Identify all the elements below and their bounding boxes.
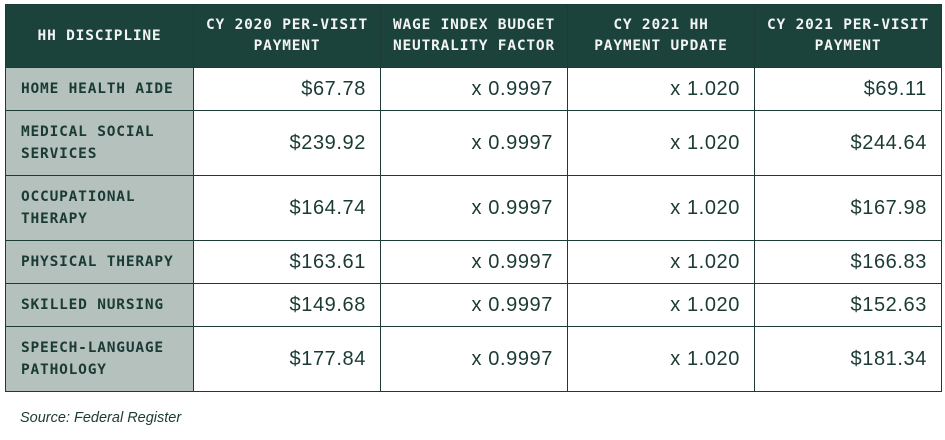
cy2020-payment-cell: $164.74 — [193, 175, 381, 241]
cy2021-payment-cell: $152.63 — [754, 283, 942, 327]
wage-index-factor-cell: x 0.9997 — [380, 175, 568, 241]
payment-update-cell: x 1.020 — [567, 67, 755, 111]
cy2021-payment-cell: $69.11 — [754, 67, 942, 111]
table-row: PHYSICAL THERAPY $163.61 x 0.9997 x 1.02… — [5, 240, 942, 284]
payment-update-cell: x 1.020 — [567, 326, 755, 392]
cy2020-payment-cell: $67.78 — [193, 67, 381, 111]
table-row: HOME HEALTH AIDE $67.78 x 0.9997 x 1.020… — [5, 67, 942, 111]
header-cy2021-payment-update: CY 2021 HH PAYMENT UPDATE — [567, 4, 755, 68]
table-row: MEDICAL SOCIAL SERVICES $239.92 x 0.9997… — [5, 110, 942, 176]
cy2021-payment-cell: $181.34 — [754, 326, 942, 392]
table-row: OCCUPATIONAL THERAPY $164.74 x 0.9997 x … — [5, 175, 942, 241]
payment-update-cell: x 1.020 — [567, 110, 755, 176]
wage-index-factor-cell: x 0.9997 — [380, 326, 568, 392]
header-wage-index-factor: WAGE INDEX BUDGET NEUTRALITY FACTOR — [380, 4, 568, 68]
cy2020-payment-cell: $177.84 — [193, 326, 381, 392]
header-hh-discipline: HH DISCIPLINE — [5, 4, 194, 68]
source-note: Source: Federal Register — [20, 410, 182, 426]
discipline-cell: MEDICAL SOCIAL SERVICES — [5, 110, 194, 176]
table-row: SKILLED NURSING $149.68 x 0.9997 x 1.020… — [5, 283, 942, 327]
discipline-cell: SKILLED NURSING — [5, 283, 194, 327]
cy2020-payment-cell: $163.61 — [193, 240, 381, 284]
wage-index-factor-cell: x 0.9997 — [380, 67, 568, 111]
payment-update-cell: x 1.020 — [567, 283, 755, 327]
cy2021-payment-cell: $244.64 — [754, 110, 942, 176]
discipline-cell: SPEECH-LANGUAGE PATHOLOGY — [5, 326, 194, 392]
cy2020-payment-cell: $239.92 — [193, 110, 381, 176]
discipline-cell: PHYSICAL THERAPY — [5, 240, 194, 284]
header-cy2021-per-visit-payment: CY 2021 PER-VISIT PAYMENT — [754, 4, 942, 68]
wage-index-factor-cell: x 0.9997 — [380, 240, 568, 284]
payment-update-cell: x 1.020 — [567, 175, 755, 241]
cy2021-payment-cell: $166.83 — [754, 240, 942, 284]
wage-index-factor-cell: x 0.9997 — [380, 110, 568, 176]
payment-table: HH DISCIPLINE CY 2020 PER-VISIT PAYMENT … — [5, 4, 942, 392]
cy2020-payment-cell: $149.68 — [193, 283, 381, 327]
wage-index-factor-cell: x 0.9997 — [380, 283, 568, 327]
payment-update-cell: x 1.020 — [567, 240, 755, 284]
header-cy2020-per-visit-payment: CY 2020 PER-VISIT PAYMENT — [193, 4, 381, 68]
discipline-cell: HOME HEALTH AIDE — [5, 67, 194, 111]
discipline-cell: OCCUPATIONAL THERAPY — [5, 175, 194, 241]
cy2021-payment-cell: $167.98 — [754, 175, 942, 241]
table-row: SPEECH-LANGUAGE PATHOLOGY $177.84 x 0.99… — [5, 326, 942, 392]
header-row: HH DISCIPLINE CY 2020 PER-VISIT PAYMENT … — [5, 4, 942, 68]
